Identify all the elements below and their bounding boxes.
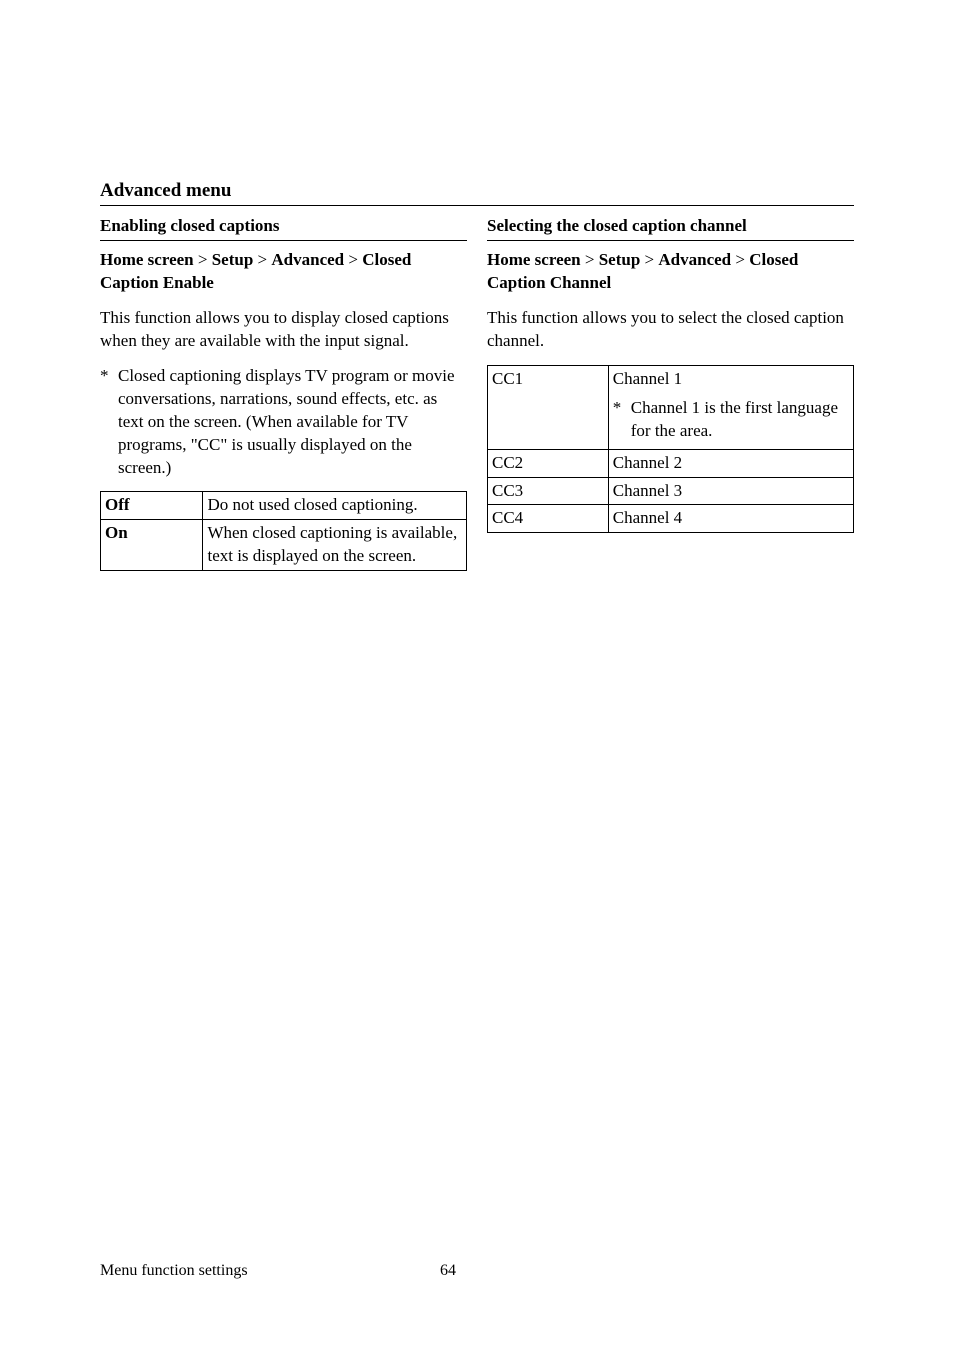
page-footer: Menu function settings 64 <box>100 1262 854 1280</box>
right-intro-text: This function allows you to select the c… <box>487 307 854 353</box>
table-desc-cell: Channel 1 * Channel 1 is the first langu… <box>608 365 853 449</box>
asterisk-icon: * <box>613 397 631 443</box>
two-column-layout: Enabling closed captions Home screen > S… <box>100 216 854 571</box>
left-column: Enabling closed captions Home screen > S… <box>100 216 467 571</box>
section-title: Advanced menu <box>100 180 854 206</box>
left-intro-text: This function allows you to display clos… <box>100 307 467 353</box>
table-desc-cell: Channel 3 <box>608 477 853 505</box>
table-row: CC3 Channel 3 <box>488 477 854 505</box>
breadcrumb-part: Setup <box>599 250 641 269</box>
breadcrumb-part: Home screen <box>100 250 194 269</box>
right-table: CC1 Channel 1 * Channel 1 is the first l… <box>487 365 854 534</box>
table-row: CC1 Channel 1 * Channel 1 is the first l… <box>488 365 854 449</box>
table-key-cell: On <box>101 520 203 571</box>
right-column: Selecting the closed caption channel Hom… <box>487 216 854 571</box>
left-note: * Closed captioning displays TV program … <box>100 365 467 480</box>
cell-subnote-body: Channel 1 is the first language for the … <box>631 397 849 443</box>
table-desc-cell: Channel 4 <box>608 505 853 533</box>
table-desc-cell: Channel 2 <box>608 449 853 477</box>
right-subsection-title: Selecting the closed caption channel <box>487 216 854 241</box>
breadcrumb-part: Home screen <box>487 250 581 269</box>
footer-text: Menu function settings <box>100 1262 440 1280</box>
footer-page-number: 64 <box>440 1262 456 1280</box>
breadcrumb-part: Advanced <box>658 250 731 269</box>
cell-subnote: * Channel 1 is the first language for th… <box>613 397 849 443</box>
left-subsection-title: Enabling closed captions <box>100 216 467 241</box>
table-key-cell: CC2 <box>488 449 609 477</box>
asterisk-icon: * <box>100 365 118 480</box>
table-desc-cell: Do not used closed captioning. <box>203 492 467 520</box>
table-key-cell: Off <box>101 492 203 520</box>
table-key-cell: CC3 <box>488 477 609 505</box>
table-desc-cell: When closed captioning is available, tex… <box>203 520 467 571</box>
right-breadcrumb: Home screen > Setup > Advanced > Closed … <box>487 249 854 295</box>
left-note-body: Closed captioning displays TV program or… <box>118 365 467 480</box>
left-breadcrumb: Home screen > Setup > Advanced > Closed … <box>100 249 467 295</box>
table-key-cell: CC1 <box>488 365 609 449</box>
breadcrumb-part: Advanced <box>271 250 344 269</box>
left-table: Off Do not used closed captioning. On Wh… <box>100 491 467 571</box>
table-key-cell: CC4 <box>488 505 609 533</box>
breadcrumb-part: Setup <box>212 250 254 269</box>
table-row: CC2 Channel 2 <box>488 449 854 477</box>
table-row: CC4 Channel 4 <box>488 505 854 533</box>
table-row: On When closed captioning is available, … <box>101 520 467 571</box>
cell-main-text: Channel 1 <box>613 369 682 388</box>
table-row: Off Do not used closed captioning. <box>101 492 467 520</box>
